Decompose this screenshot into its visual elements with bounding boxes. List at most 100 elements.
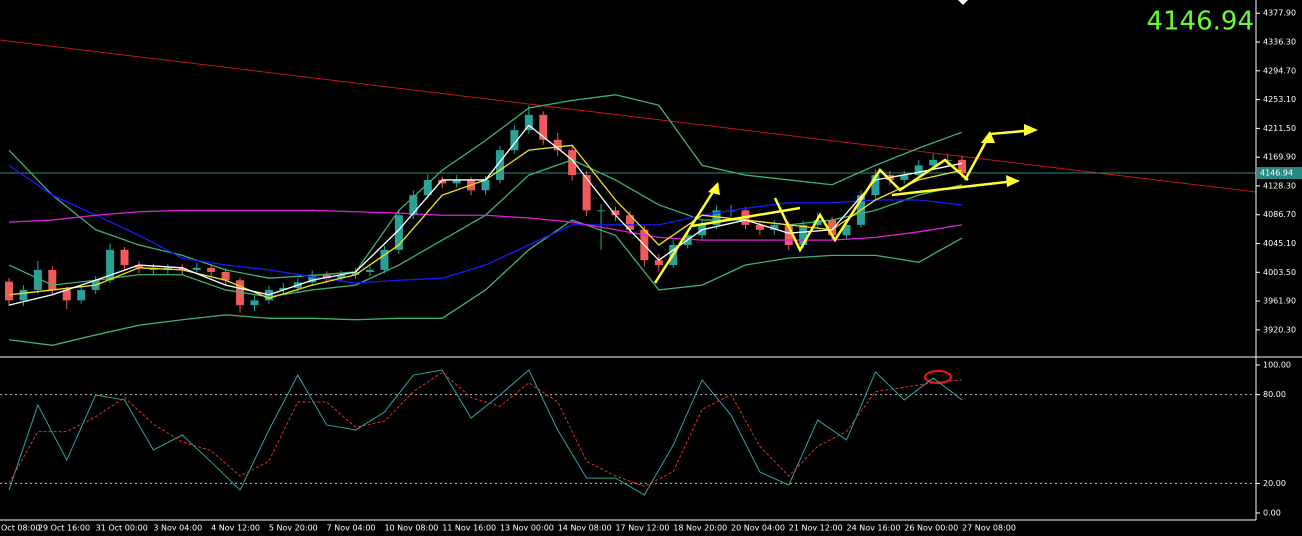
y-tick-label: 4336.30 — [1263, 38, 1296, 47]
candle-body — [423, 179, 432, 196]
x-tick-label: 20 Nov 04:00 — [731, 524, 785, 533]
candle-body — [784, 224, 793, 245]
candle-body — [770, 224, 779, 230]
candle-body — [351, 271, 360, 275]
candle-body — [625, 215, 634, 230]
trend-line — [0, 39, 1257, 193]
arrowhead — [708, 182, 720, 195]
indicator-line — [8, 209, 963, 241]
last-price-box — [1257, 167, 1302, 180]
candle-body — [755, 224, 764, 230]
x-tick-label: 14 Nov 08:00 — [558, 524, 612, 533]
candle-body — [929, 159, 938, 166]
candle-body — [394, 215, 403, 250]
y-tick-label: 20.00 — [1263, 479, 1286, 488]
x-tick-label: 21 Nov 12:00 — [789, 524, 843, 533]
candle-body — [120, 249, 129, 266]
candle-body — [5, 281, 13, 301]
candle-body — [380, 249, 389, 270]
highlight-ellipse — [924, 370, 952, 384]
drawing-line — [773, 158, 969, 253]
candle-body — [62, 289, 71, 301]
candle-body — [192, 267, 201, 270]
x-tick-label: 17 Nov 12:00 — [615, 524, 669, 533]
y-tick-label: 4377.90 — [1263, 9, 1296, 18]
oscillator-line — [8, 371, 963, 487]
candle-body — [597, 210, 606, 212]
candle-body — [524, 114, 533, 131]
arrowhead — [1024, 124, 1038, 136]
x-tick-label: 3 Nov 04:00 — [153, 524, 202, 533]
candle-body — [452, 179, 461, 184]
oscillator-line — [8, 369, 963, 496]
candle-body — [539, 114, 548, 140]
candle-body — [611, 210, 620, 216]
y-tick-label: 3920.30 — [1263, 325, 1296, 334]
x-tick-label: 26 Nov 00:00 — [904, 524, 958, 533]
candle-body — [568, 150, 577, 176]
candle-body — [871, 175, 880, 196]
x-tick-label: 5 Nov 20:00 — [269, 524, 318, 533]
candle-body — [799, 224, 808, 245]
candle-body — [207, 267, 216, 272]
indicator-line — [8, 124, 963, 306]
y-tick-label: 4086.70 — [1263, 210, 1296, 219]
indicator-line — [8, 164, 963, 284]
candle-body — [279, 287, 288, 290]
y-tick-label: 0.00 — [1263, 509, 1281, 518]
candle-body — [322, 274, 331, 279]
candle-body — [495, 150, 504, 180]
candle-body — [943, 159, 952, 161]
candle-body — [553, 139, 562, 151]
candle-body — [510, 130, 519, 151]
candle-body — [900, 175, 909, 180]
candle-body — [337, 274, 346, 279]
candle-body — [33, 269, 42, 290]
x-tick-label: 4 Nov 12:00 — [211, 524, 260, 533]
candle-body — [813, 220, 822, 225]
x-tick-label: 7 Nov 04:00 — [327, 524, 376, 533]
candle-body — [828, 220, 837, 236]
y-tick-label: 4128.30 — [1263, 181, 1296, 190]
x-tick-label: 11 Nov 16:00 — [442, 524, 496, 533]
drawings — [653, 128, 1036, 284]
candle-body — [134, 265, 143, 268]
candle-body — [250, 300, 259, 306]
candle-body — [221, 271, 230, 281]
y-tick-label: 3961.90 — [1263, 297, 1296, 306]
candle-body — [178, 267, 187, 270]
y-tick-label: 4253.10 — [1263, 95, 1296, 104]
candle-body — [48, 269, 57, 290]
y-tick-label: 4294.70 — [1263, 66, 1296, 75]
candle-body — [19, 289, 28, 301]
x-tick-label: 10 Nov 08:00 — [384, 524, 438, 533]
last-price-label: 4146.94 — [1260, 169, 1293, 178]
candle-body — [106, 249, 115, 281]
arrowhead — [981, 131, 995, 143]
candle-body — [409, 195, 418, 216]
candle-body — [366, 269, 374, 272]
candle-body — [77, 289, 86, 301]
marker — [958, 0, 968, 5]
y-tick-label: 4211.50 — [1263, 124, 1296, 133]
drawing-line — [891, 179, 1016, 197]
x-tick-label: Oct 08:00 — [1, 524, 40, 533]
drawing-line — [653, 183, 720, 284]
y-tick-label: 100.00 — [1263, 361, 1291, 370]
y-tick-label: 4003.50 — [1263, 268, 1296, 277]
y-tick-label: 4045.10 — [1263, 239, 1296, 248]
candle-body — [958, 159, 967, 174]
arrowhead — [1006, 175, 1020, 187]
price-plot — [0, 94, 1256, 346]
candle-body — [914, 165, 923, 176]
arrowheads — [708, 124, 1038, 195]
x-tick-label: 13 Nov 00:00 — [500, 524, 554, 533]
candle-body — [654, 260, 663, 266]
current-price: 4146.94 — [1146, 7, 1254, 37]
x-tick-label: 29 Oct 16:00 — [38, 524, 90, 533]
candle-body — [842, 224, 851, 236]
x-tick-label: 18 Nov 20:00 — [673, 524, 727, 533]
x-tick-label: 31 Oct 00:00 — [96, 524, 148, 533]
